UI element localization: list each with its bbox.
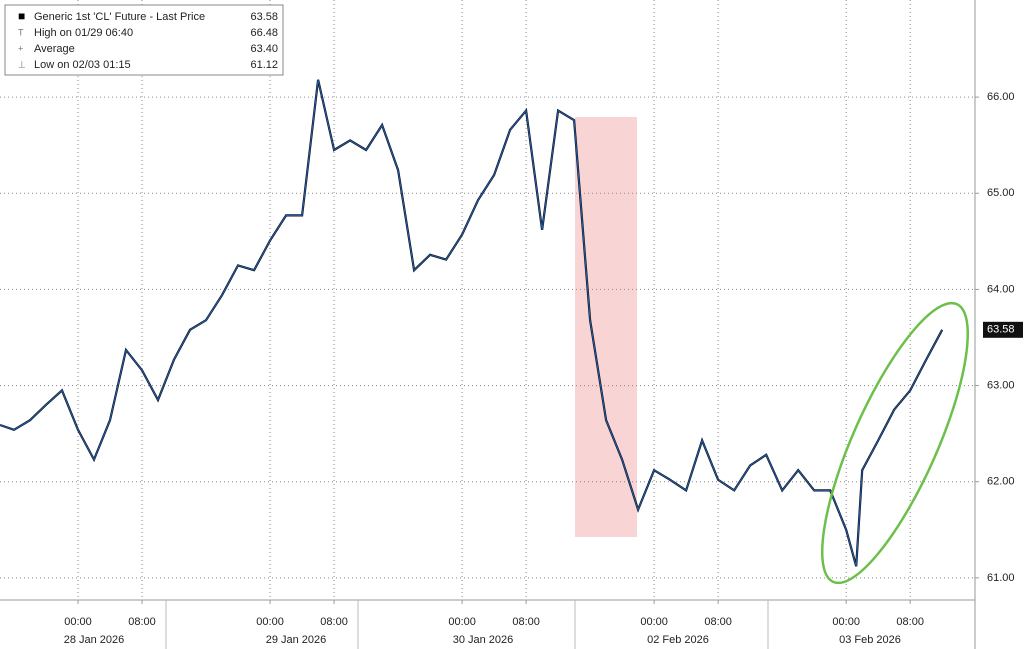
date-label: 28 Jan 2026	[64, 634, 125, 646]
last-price-marker	[983, 321, 1023, 338]
x-tick-label: 00:00	[832, 616, 860, 628]
legend-label: Average	[34, 43, 75, 55]
legend-box	[4, 4, 284, 76]
last-price-label: 63.58	[987, 324, 1015, 336]
legend-value: 63.40	[250, 43, 278, 55]
legend: ■ Generic 1st 'CL' Future - Last Price 63.…	[18, 9, 278, 71]
legend-value: 66.48	[250, 27, 278, 39]
legend-label: Generic 1st 'CL' Future - Last Price	[34, 11, 205, 23]
y-tick-label: 65.00	[987, 187, 1015, 199]
legend-value: 61.12	[250, 59, 278, 71]
price-line-overlay	[0, 79, 943, 567]
x-tick-label: 00:00	[256, 616, 284, 628]
legend-icon: ■	[18, 9, 25, 23]
legend-label: Low on 02/03 01:15	[34, 59, 131, 71]
date-label: 30 Jan 2026	[453, 634, 514, 646]
y-tick-label: 66.00	[987, 91, 1015, 103]
y-tick-label: 61.00	[987, 572, 1015, 584]
highlight-ellipse	[820, 301, 970, 585]
legend-value: 63.58	[250, 11, 278, 23]
x-tick-label: 08:00	[128, 616, 156, 628]
x-tick-label: 08:00	[704, 616, 732, 628]
date-label: 03 Feb 2026	[839, 634, 901, 646]
date-label: 02 Feb 2026	[647, 634, 709, 646]
x-tick-label: 00:00	[64, 616, 92, 628]
x-tick-label: 00:00	[640, 616, 668, 628]
x-tick-label: 08:00	[896, 616, 924, 628]
axes: 61.00 62.00 63.00 64.00 65.00 66.00 00:00 08:00…	[64, 91, 1023, 649]
legend-icon: +	[18, 43, 23, 53]
y-tick-label: 62.00	[987, 476, 1015, 488]
plot	[0, 79, 944, 567]
y-tick-label: 63.00	[987, 379, 1015, 391]
x-tick-label: 00:00	[448, 616, 476, 628]
legend-label: High on 01/29 06:40	[34, 27, 133, 39]
x-tick-label: 08:00	[512, 616, 540, 628]
date-label: 29 Jan 2026	[266, 634, 327, 646]
grid	[0, 0, 975, 600]
legend-icon: T	[18, 27, 24, 37]
legend-icon: ⊥	[18, 59, 26, 69]
highlight-region	[575, 117, 637, 537]
x-tick-label: 08:00	[320, 616, 348, 628]
y-tick-label: 64.00	[987, 283, 1015, 295]
